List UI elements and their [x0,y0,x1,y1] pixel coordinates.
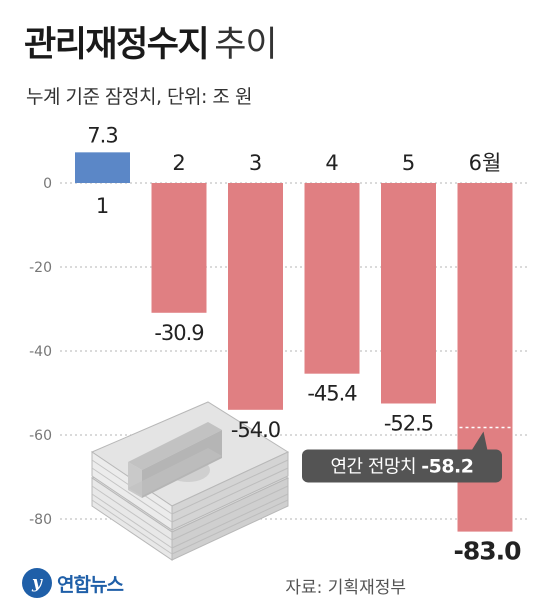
yonhap-logo-mark-icon: y [22,568,52,598]
data-source: 자료: 기획재정부 [285,578,406,598]
value-label: -83.0 [453,537,521,566]
y-tick-label: -60 [29,428,52,444]
category-label: 2 [172,151,185,175]
bar [75,152,130,183]
forecast-callout-prefix: 연간 전망치 [330,456,421,477]
category-label: 5 [402,151,415,175]
bar [381,183,436,404]
bar [228,183,283,410]
forecast-annotation: 연간 전망치 -58.2 [302,426,513,483]
gridlines [60,182,530,520]
y-tick-label: 0 [43,176,52,192]
forecast-callout-box [302,449,502,483]
value-label: -30.9 [154,321,203,345]
yonhap-logo: y 연합뉴스 [22,568,124,598]
bar [304,183,360,374]
chart-subtitle: 누계 기준 잠정치, 단위: 조 원 [26,86,252,108]
y-tick-label: -80 [29,512,52,528]
bar [151,183,207,313]
value-label: -52.5 [384,412,433,436]
forecast-callout-pointer [471,431,488,451]
category-label: 6월 [469,151,502,175]
chart-title: 관리재정수지 추이 [24,16,278,67]
value-label: -54.0 [231,418,280,442]
chart-title-main: 관리재정수지 [24,25,210,65]
category-label: 3 [249,151,262,175]
y-tick-label: -20 [29,260,52,276]
forecast-callout-value: -58.2 [421,455,473,477]
money-stack-illustration [90,401,290,561]
y-tick-label: -40 [29,344,52,360]
forecast-callout-text: 연간 전망치 -58.2 [330,455,473,477]
category-label: 1 [96,194,109,218]
value-label: 7.3 [87,123,117,147]
chart-title-sub: 추이 [214,25,277,65]
value-label: -45.4 [307,382,357,406]
category-label: 4 [325,151,338,175]
labels: 0 -20 -40 -60 -80 1 7.3 2 -30.9 3 -54.0 4 -45.4 5 -52.… [29,123,522,566]
yonhap-logo-text: 연합뉴스 [57,573,124,596]
